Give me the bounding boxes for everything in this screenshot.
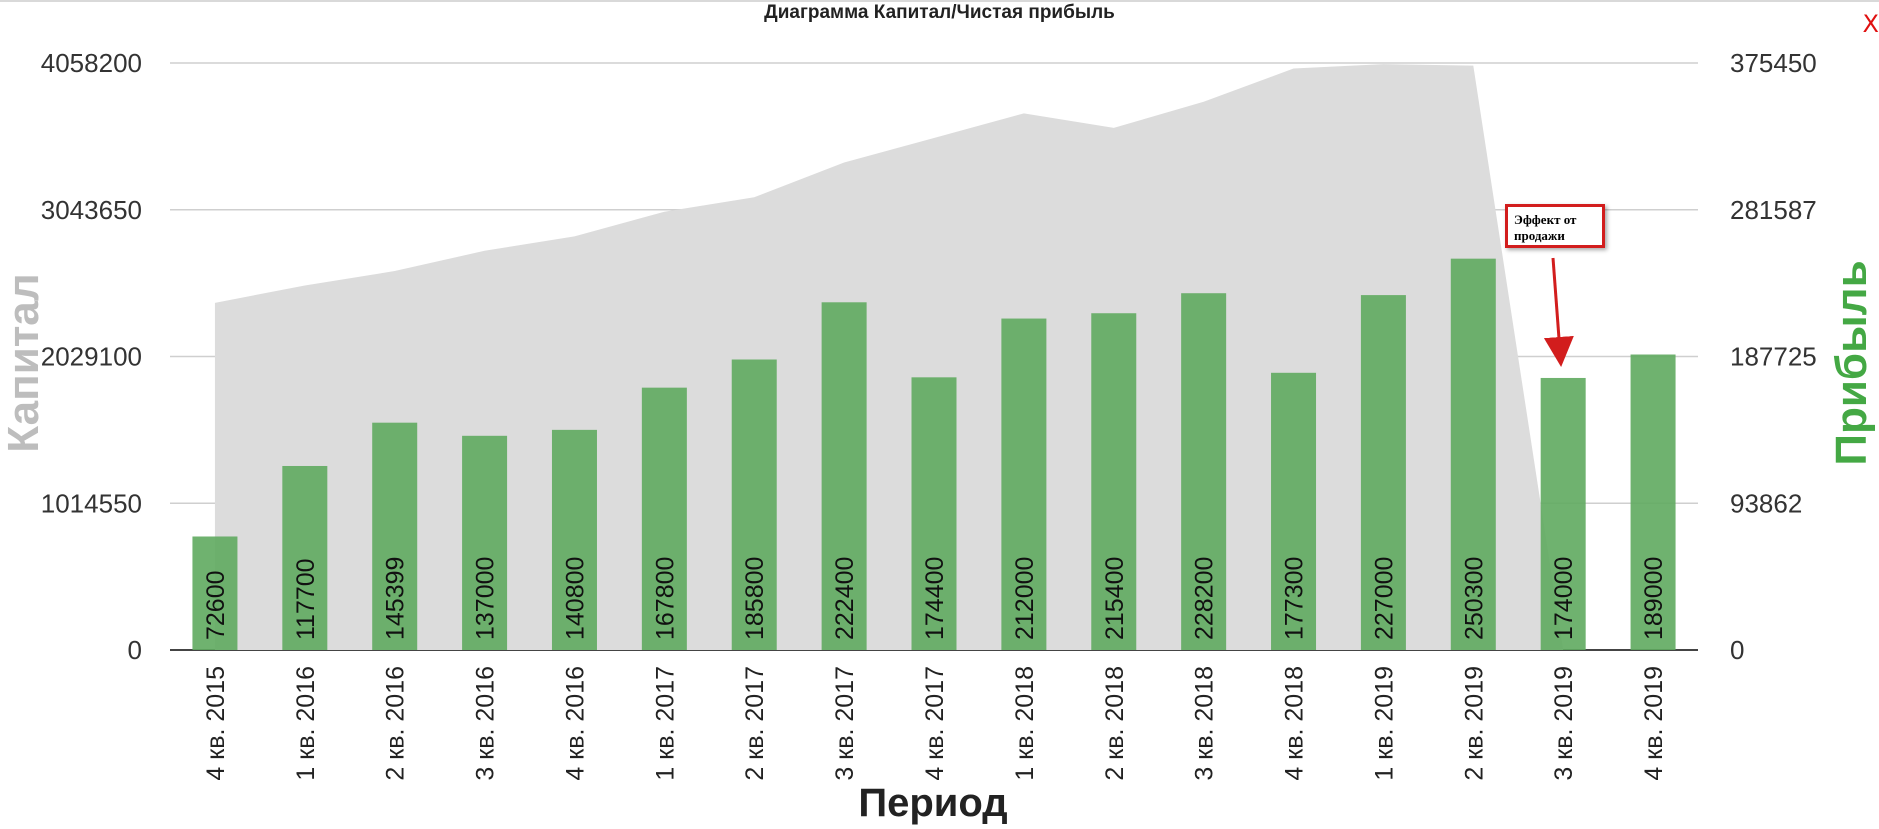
profit-bar [462,435,508,650]
bar-value-label: 72600 [202,570,230,640]
profit-bar [911,377,957,650]
close-button[interactable]: X [1862,10,1879,38]
left-axis-ticks: 0 1014550 2029100 3043650 4058200 [41,48,142,665]
bar-value-label: 174000 [1550,557,1578,640]
profit-bar [641,387,687,650]
x-tick-label: 2 кв. 2019 [1460,666,1488,781]
profit-bar [1091,313,1137,650]
x-tick-label: 3 кв. 2016 [472,666,500,781]
x-tick-label: 4 кв. 2017 [921,666,949,781]
top-border [0,0,1879,2]
annotation-box: Эффект от продажи [1505,204,1605,248]
bar-value-label: 137000 [472,557,500,640]
x-tick-label: 1 кв. 2017 [651,666,679,781]
profit-bars: 72600 117700 145399 137000 140800 167800 18580… [192,258,1676,650]
right-tick-label: 0 [1730,635,1744,665]
x-tick-label: 1 кв. 2019 [1370,666,1398,781]
left-tick-label: 1014550 [41,488,142,518]
left-axis-label: Капитал [0,273,48,452]
x-tick-label: 2 кв. 2017 [741,666,769,781]
right-tick-label: 187725 [1730,342,1817,372]
bar-value-label: 227000 [1370,557,1398,640]
right-tick-label: 375450 [1730,48,1817,78]
profit-bar [1450,258,1496,650]
chart-title: Диаграмма Капитал/Чистая прибыль [764,2,1115,23]
profit-bar [1271,372,1317,650]
right-tick-label: 281587 [1730,195,1817,225]
profit-bar [282,465,328,650]
profit-bar [1360,295,1406,650]
left-tick-label: 0 [128,635,142,665]
profit-bar [1630,354,1676,650]
bar-value-label: 177300 [1281,557,1309,640]
x-axis-ticks: 4 кв. 2015 1 кв. 2016 2 кв. 2016 3 кв. 2016… [202,666,1668,781]
bar-value-label: 167800 [651,557,679,640]
profit-bar [821,302,867,650]
annotation-text-line2: продажи [1514,228,1565,243]
bar-value-label: 228200 [1191,557,1219,640]
annotation-text-line1: Эффект от [1514,212,1577,227]
profit-bar [731,359,777,650]
right-tick-label: 93862 [1730,488,1802,518]
x-tick-label: 1 кв. 2018 [1011,666,1039,781]
profit-bar [551,429,597,650]
left-tick-label: 2029100 [41,342,142,372]
bar-value-label: 222400 [831,557,859,640]
x-tick-label: 4 кв. 2019 [1640,666,1668,781]
right-axis-label: Прибыль [1827,260,1876,465]
left-tick-label: 3043650 [41,195,142,225]
profit-bar [1001,318,1047,650]
bar-value-label: 189000 [1640,557,1668,640]
profit-bar [1181,293,1227,650]
bar-value-label: 215400 [1101,557,1129,640]
x-tick-label: 2 кв. 2018 [1101,666,1129,781]
profit-bar [1540,377,1586,650]
x-tick-label: 1 кв. 2016 [292,666,320,781]
bar-value-label: 117700 [292,558,320,640]
bar-value-label: 145399 [382,557,410,640]
left-tick-label: 4058200 [41,48,142,78]
x-tick-label: 4 кв. 2018 [1281,666,1309,781]
profit-bar [192,536,238,650]
x-tick-label: 3 кв. 2019 [1550,666,1578,781]
x-tick-label: 4 кв. 2016 [561,666,589,781]
x-tick-label: 3 кв. 2017 [831,666,859,781]
bar-value-label: 185800 [741,557,769,640]
x-axis-label: Период [858,781,1007,825]
profit-bar [372,422,418,650]
x-tick-label: 2 кв. 2016 [382,666,410,781]
right-axis-ticks: 0 93862 187725 281587 375450 [1730,48,1817,665]
bar-value-label: 212000 [1011,557,1039,640]
bar-value-label: 174400 [921,557,949,640]
annotation-arrow [1543,257,1574,367]
x-tick-label: 3 кв. 2018 [1191,666,1219,781]
bar-value-label: 140800 [561,557,589,640]
x-tick-label: 4 кв. 2015 [202,666,230,781]
bar-value-label: 250300 [1460,557,1488,640]
